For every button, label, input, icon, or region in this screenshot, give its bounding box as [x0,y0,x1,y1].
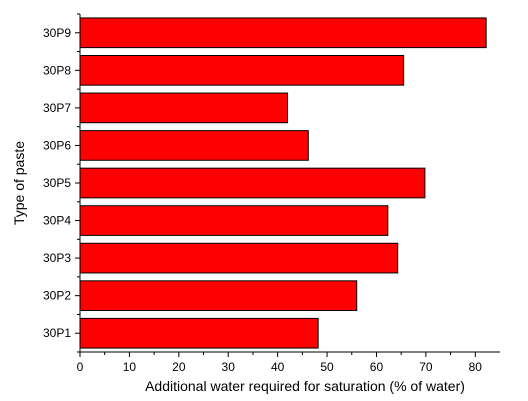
y-tick-label: 30P9 [43,26,71,40]
bar-30p4 [79,205,389,236]
x-tick-label: 10 [123,360,137,374]
bar-30p5 [79,167,426,199]
x-tick-label: 0 [77,360,84,374]
y-tick-label: 30P8 [43,63,71,77]
y-tick-label: 30P7 [43,101,71,115]
y-tick-label: 30P1 [43,326,71,340]
bar-30p7 [79,92,289,124]
bar-30p8 [79,54,405,86]
bar-30p3 [79,242,399,274]
x-tick-label: 30 [222,360,236,374]
bars-group [79,17,487,349]
x-axis-ticks: 0 10 20 30 40 50 60 70 80 [77,352,483,374]
x-tick-label: 20 [172,360,186,374]
y-tick-label: 30P3 [43,251,71,265]
x-tick-label: 70 [419,360,433,374]
bar-30p6 [79,130,309,161]
y-tick-label: 30P5 [43,176,71,190]
y-tick-label: 30P4 [43,214,71,228]
y-tick-label: 30P6 [43,138,71,152]
y-axis-title: Type of paste [11,141,27,225]
bar-30p9 [79,17,487,49]
bar-30p1 [79,317,319,349]
x-tick-label: 60 [370,360,384,374]
x-tick-label: 40 [271,360,285,374]
x-tick-label: 50 [320,360,334,374]
bar-30p2 [79,280,358,312]
x-tick-label: 80 [469,360,483,374]
y-axis-ticks: 30P1 30P2 30P3 30P4 30P5 30P6 30P7 30P8 30P9 [43,13,80,353]
x-axis-title: Additional water required for saturation… [145,378,465,394]
y-tick-label: 30P2 [43,289,71,303]
